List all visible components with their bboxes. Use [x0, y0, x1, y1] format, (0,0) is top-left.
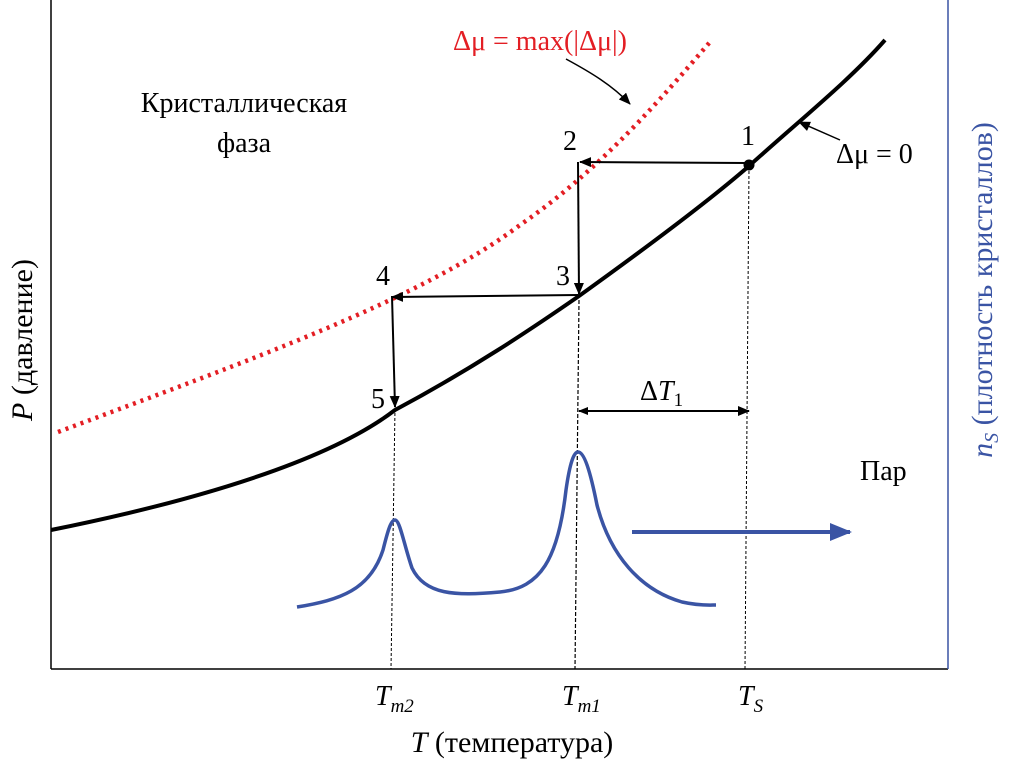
zero-label-pointer [798, 121, 841, 141]
max-label-pointer [565, 58, 631, 105]
zero-curve-label: Δμ = 0 [836, 139, 913, 170]
crystal-phase-label: Кристаллическая [141, 88, 348, 119]
tick-label-ts: TS [738, 681, 764, 717]
tick-label-tm1: Tm1 [562, 681, 601, 717]
y-axis-title: P (давление) [6, 259, 39, 422]
crystal-phase-label-2: фаза [217, 128, 272, 159]
point-label-1: 1 [741, 121, 755, 152]
arrow-3-to-4 [391, 291, 579, 302]
arrow-1-to-2 [579, 157, 748, 168]
tm2-dashed-line [390, 407, 396, 670]
arrow-4-to-5 [389, 295, 400, 408]
right-axis-title: nS (плотность кристаллов) [966, 122, 1003, 458]
vapor-label: Пар [860, 456, 907, 487]
point-label-2: 2 [563, 126, 577, 157]
equilibrium-curve [50, 38, 887, 532]
tick-label-tm2: Tm2 [375, 681, 414, 717]
arrow-2-to-3 [573, 161, 584, 295]
x-axis-title: T (температура) [411, 726, 614, 759]
max-curve-label: Δμ = max(|Δμ|) [453, 26, 627, 57]
tm1-dashed-line [574, 299, 580, 670]
crystal-density-curve [296, 450, 717, 609]
point-label-3: 3 [556, 261, 570, 292]
point-label-5: 5 [371, 384, 385, 415]
point-label-4: 4 [376, 261, 390, 292]
point-1-dot [743, 159, 755, 171]
delta-t1-label: ΔT1 [640, 376, 683, 411]
max-supersaturation-curve [57, 40, 712, 435]
ts-dashed-line [744, 165, 750, 670]
